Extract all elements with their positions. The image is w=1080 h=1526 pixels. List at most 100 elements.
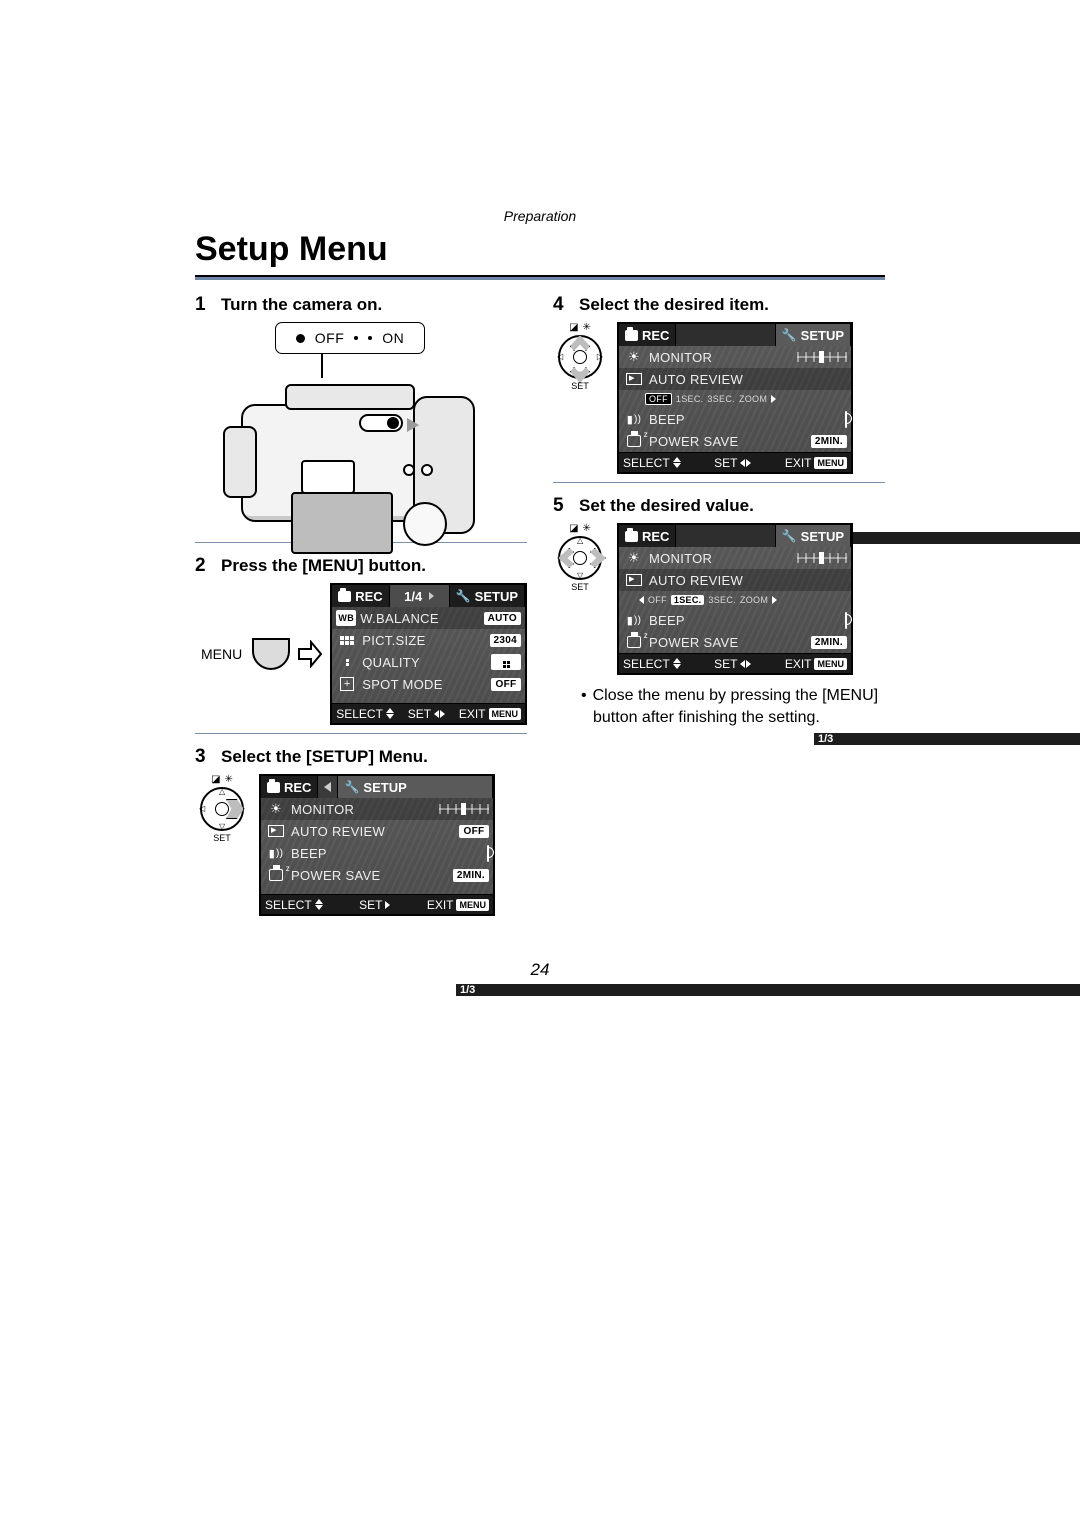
setup-page-indicator: 1/3 [814, 733, 1080, 745]
separator-dot [354, 336, 358, 340]
quality-icon [336, 654, 358, 670]
menu-row-beep: BEEP [619, 609, 851, 631]
exposure-icon: ◪ [569, 523, 578, 534]
lcd-footer: SELECT SET EXITMENU [261, 894, 493, 914]
powersave-icon [265, 867, 287, 883]
navpad-illustration: ◪✳ ◁ ▷ △ ▽ SET [195, 774, 249, 843]
arrow-right-icon [298, 640, 322, 668]
brightness-icon [623, 349, 645, 365]
menu-row-powersave: POWER SAVE 2MIN. [261, 864, 493, 886]
lcd-screen-rec-menu: REC 1/4 🔧SETUP WB W.BALANCE AUTO PICT.SI… [330, 583, 527, 725]
lcd-footer: SELECT SET EXITMENU [619, 653, 851, 673]
autoreview-options: OFF 1SEC. 3SEC. ZOOM [619, 390, 851, 408]
brightness-slider-icon [797, 553, 847, 563]
closing-note: •Close the menu by pressing the [MENU] b… [581, 685, 885, 728]
step-2-text: Press the [MENU] button. [221, 556, 426, 576]
spot-value: OFF [491, 678, 521, 691]
menu-badge-icon: MENU [456, 899, 489, 911]
step-5-text: Set the desired value. [579, 496, 754, 516]
lcd-footer: SELECT SET EXITMENU [332, 703, 525, 723]
rec-tab: REC [619, 525, 676, 547]
power-switch-icon [359, 414, 403, 432]
bracket-icon: ✳ [583, 322, 591, 333]
menu-badge-icon: MENU [814, 658, 847, 670]
step-4-text: Select the desired item. [579, 295, 769, 315]
menu-row-autoreview-selected: AUTO REVIEW [619, 569, 851, 591]
step-4-number: 4 [553, 294, 567, 316]
exposure-icon: ◪ [211, 774, 220, 785]
setup-tab: 🔧SETUP [450, 585, 525, 607]
arrow-left-icon [639, 596, 644, 604]
switch-off-label: OFF [315, 330, 345, 346]
step-5-number: 5 [553, 495, 567, 517]
navpad-updown-highlight [570, 337, 590, 381]
menu-row-monitor: MONITOR [261, 798, 493, 820]
wrench-icon: 🔧 [782, 529, 797, 543]
setup-tab-active: 🔧SETUP [338, 776, 493, 798]
review-icon [623, 371, 645, 387]
step-1-number: 1 [195, 294, 209, 316]
menu-button-label: MENU [201, 646, 242, 662]
power-switch-callout: OFF ON [275, 322, 425, 354]
bracket-icon: ✳ [583, 523, 591, 534]
arrow-right-icon [771, 395, 776, 403]
switch-on-label: ON [382, 330, 404, 346]
step-5-heading: 5 Set the desired value. [553, 495, 885, 517]
step-divider [195, 733, 527, 734]
rec-tab: REC [332, 585, 389, 607]
powersave-icon [623, 634, 645, 650]
navpad-leftright-highlight [560, 548, 604, 568]
powersave-value: 2MIN. [453, 869, 489, 882]
menu-row-autoreview: AUTO REVIEW OFF [261, 820, 493, 842]
menu-badge-icon: MENU [489, 708, 522, 720]
opt-1sec-selected: 1SEC. [671, 595, 705, 605]
menu-badge-icon: MENU [814, 457, 847, 469]
separator-dot [368, 336, 372, 340]
opt-zoom: ZOOM [740, 595, 768, 605]
tab-spacer [676, 525, 775, 547]
opt-off: OFF [645, 393, 672, 405]
page-number: 24 [195, 960, 885, 980]
beep-icon [623, 612, 645, 628]
beep-value [845, 613, 847, 628]
opt-3sec: 3SEC. [707, 394, 735, 404]
step-3-heading: 3 Select the [SETUP] Menu. [195, 746, 527, 768]
powersave-icon [623, 433, 645, 449]
brightness-slider-icon [797, 352, 847, 362]
setup-page-indicator: 1/3 [456, 984, 1080, 996]
pictsize-value: 2304 [490, 634, 521, 647]
camera-icon [338, 591, 351, 602]
menu-row-wbalance: WB W.BALANCE AUTO [332, 607, 525, 629]
right-column: 4 Select the desired item. ◪✳ ◁ ▷ △ ▽ SE… [553, 294, 885, 916]
menu-button-icon [252, 638, 290, 670]
rec-tab: REC [261, 776, 318, 798]
autoreview-value: OFF [459, 825, 489, 838]
navpad-illustration: ◪✳ ◁ ▷ △ ▽ SET [553, 322, 607, 391]
brightness-slider-icon [439, 804, 489, 814]
step-5-figure: ◪✳ ◁ ▷ △ ▽ SET REC [553, 523, 885, 675]
menu-row-spotmode: + SPOT MODE OFF [332, 673, 525, 695]
step-2-heading: 2 Press the [MENU] button. [195, 555, 527, 577]
wb-value: AUTO [484, 612, 521, 625]
brightness-icon [623, 550, 645, 566]
powersave-value: 2MIN. [811, 435, 847, 448]
lcd-screen-setup-menu: REC 🔧SETUP 1/3 MONITOR AUTO [259, 774, 495, 916]
exposure-icon: ◪ [569, 322, 578, 333]
rec-tab: REC [619, 324, 676, 346]
tab-arrow [318, 776, 338, 798]
navpad-set-label: SET [553, 582, 607, 592]
menu-row-beep: BEEP [261, 842, 493, 864]
wrench-icon: 🔧 [782, 328, 797, 342]
lcd-screen-select-item: REC 🔧SETUP 1/3 MONITOR AUTO [617, 322, 853, 474]
powersave-value: 2MIN. [811, 636, 847, 649]
navpad-set-label: SET [195, 833, 249, 843]
wb-icon: WB [336, 610, 356, 626]
camera-icon [267, 782, 280, 793]
review-icon [265, 823, 287, 839]
step-3-figure: ◪✳ ◁ ▷ △ ▽ SET REC [195, 774, 527, 916]
wrench-icon: 🔧 [456, 589, 471, 603]
camera-icon [625, 531, 638, 542]
menu-row-quality: QUALITY [332, 651, 525, 673]
step-divider [553, 482, 885, 483]
brightness-icon [265, 801, 287, 817]
